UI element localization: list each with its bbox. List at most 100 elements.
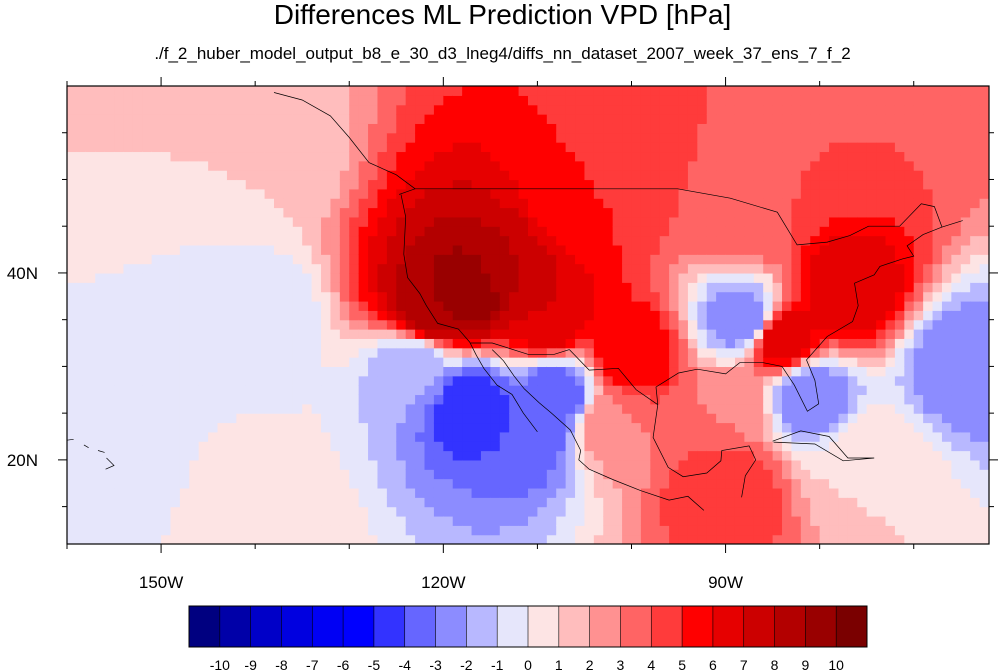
field-cell bbox=[810, 487, 821, 498]
field-cell bbox=[800, 291, 811, 302]
field-cell bbox=[876, 385, 887, 396]
field-cell bbox=[67, 272, 78, 283]
field-cell bbox=[311, 132, 322, 143]
field-cell bbox=[791, 431, 802, 442]
field-cell bbox=[546, 366, 557, 377]
field-cell bbox=[556, 469, 567, 480]
field-cell bbox=[95, 487, 106, 498]
field-cell bbox=[396, 160, 407, 171]
field-cell bbox=[640, 319, 651, 330]
field-cell bbox=[894, 515, 905, 526]
field-cell bbox=[734, 244, 745, 255]
field-cell bbox=[734, 254, 745, 265]
field-cell bbox=[85, 132, 96, 143]
field-cell bbox=[179, 487, 190, 498]
field-cell bbox=[518, 198, 529, 209]
field-cell bbox=[217, 385, 228, 396]
field-cell bbox=[151, 534, 162, 544]
field-cell bbox=[433, 347, 444, 358]
field-cell bbox=[650, 142, 661, 153]
field-cell bbox=[189, 525, 200, 536]
field-cell bbox=[302, 188, 313, 199]
field-cell bbox=[405, 357, 416, 368]
field-cell bbox=[970, 216, 981, 227]
field-cell bbox=[772, 291, 783, 302]
field-cell bbox=[386, 160, 397, 171]
field-cell bbox=[490, 132, 501, 143]
field-cell bbox=[170, 86, 181, 96]
field-cell bbox=[76, 515, 87, 526]
field-cell bbox=[763, 132, 774, 143]
field-cell bbox=[217, 151, 228, 162]
field-cell bbox=[104, 487, 115, 498]
field-cell bbox=[161, 366, 172, 377]
field-cell bbox=[631, 497, 642, 508]
field-cell bbox=[217, 478, 228, 489]
field-cell bbox=[631, 207, 642, 218]
field-cell bbox=[518, 431, 529, 442]
field-cell bbox=[659, 123, 670, 134]
field-cell bbox=[255, 291, 266, 302]
field-cell bbox=[114, 347, 125, 358]
field-cell bbox=[546, 422, 557, 433]
field-cell bbox=[565, 263, 576, 274]
field-cell bbox=[716, 319, 727, 330]
field-cell bbox=[433, 244, 444, 255]
field-cell bbox=[264, 104, 275, 115]
field-cell bbox=[565, 534, 576, 544]
field-cell bbox=[132, 132, 143, 143]
field-cell bbox=[67, 403, 78, 414]
field-cell bbox=[424, 506, 435, 517]
field-cell bbox=[471, 254, 482, 265]
field-cell bbox=[226, 142, 237, 153]
field-cell bbox=[471, 244, 482, 255]
field-cell bbox=[744, 86, 755, 96]
field-cell bbox=[565, 235, 576, 246]
field-cell bbox=[405, 198, 416, 209]
field-cell bbox=[556, 114, 567, 124]
field-cell bbox=[104, 282, 115, 293]
field-cell bbox=[132, 497, 143, 508]
field-cell bbox=[292, 534, 303, 544]
field-cell bbox=[904, 357, 915, 368]
field-cell bbox=[396, 114, 407, 124]
field-cell bbox=[593, 525, 604, 536]
field-cell bbox=[546, 123, 557, 134]
field-cell bbox=[876, 469, 887, 480]
field-cell bbox=[979, 160, 989, 171]
field-cell bbox=[443, 450, 454, 461]
field-cell bbox=[471, 179, 482, 190]
field-cell bbox=[687, 179, 698, 190]
field-cell bbox=[443, 207, 454, 218]
field-cell bbox=[612, 534, 623, 544]
field-cell bbox=[104, 469, 115, 480]
field-cell bbox=[433, 263, 444, 274]
field-cell bbox=[339, 86, 350, 96]
field-cell bbox=[960, 160, 971, 171]
field-cell bbox=[556, 207, 567, 218]
field-cell bbox=[979, 431, 989, 442]
field-cell bbox=[960, 272, 971, 283]
field-cell bbox=[829, 104, 840, 115]
field-cell bbox=[226, 207, 237, 218]
field-cell bbox=[85, 329, 96, 339]
field-cell bbox=[132, 478, 143, 489]
field-cell bbox=[744, 319, 755, 330]
field-cell bbox=[800, 366, 811, 377]
field-cell bbox=[245, 86, 256, 96]
field-cell bbox=[800, 385, 811, 396]
field-cell bbox=[847, 441, 858, 452]
field-cell bbox=[396, 95, 407, 106]
field-cell bbox=[339, 179, 350, 190]
field-cell bbox=[565, 86, 576, 96]
field-cell bbox=[396, 422, 407, 433]
field-cell bbox=[960, 403, 971, 414]
field-cell bbox=[876, 487, 887, 498]
field-cell bbox=[584, 478, 595, 489]
field-cell bbox=[885, 441, 896, 452]
field-cell bbox=[970, 291, 981, 302]
field-cell bbox=[330, 263, 341, 274]
field-cell bbox=[546, 95, 557, 106]
field-cell bbox=[292, 366, 303, 377]
field-cell bbox=[546, 86, 557, 96]
